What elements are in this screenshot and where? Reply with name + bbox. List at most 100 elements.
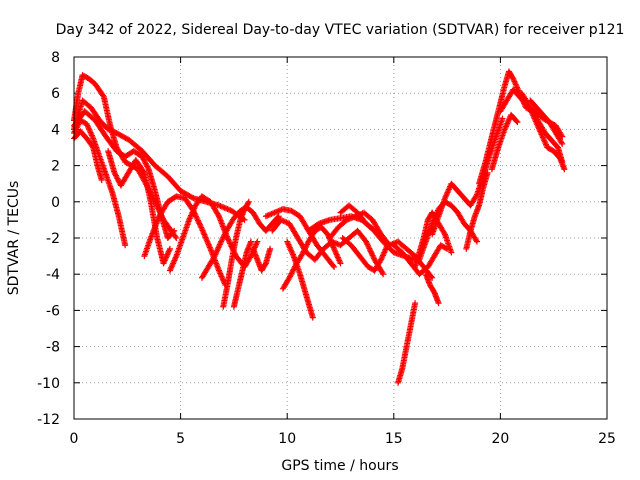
plus-marker	[363, 240, 370, 247]
plus-marker	[274, 214, 281, 221]
plus-marker	[473, 237, 480, 244]
plus-marker	[368, 251, 375, 258]
x-tick-labels: 0 5 10 15 20 25	[70, 431, 616, 447]
plus-marker	[330, 262, 337, 269]
plus-marker	[380, 271, 387, 278]
plus-marker	[441, 230, 448, 237]
y-tick-label: 4	[51, 122, 60, 138]
plus-marker	[254, 238, 261, 245]
y-tick-label: -8	[46, 340, 60, 356]
series-arc-21	[395, 300, 419, 386]
plus-marker	[226, 239, 233, 246]
series-arc-25	[422, 271, 442, 307]
plus-marker	[366, 245, 373, 252]
plus-marker	[267, 245, 274, 252]
x-tick-label: 10	[278, 431, 296, 447]
series-arc-19	[339, 235, 391, 274]
chart-title: Day 342 of 2022, Sidereal Day-to-day VTE…	[56, 22, 625, 38]
plus-marker	[215, 211, 222, 218]
plus-marker	[225, 236, 232, 243]
x-tick-label: 15	[385, 431, 403, 447]
x-axis-label: GPS time / hours	[281, 458, 398, 474]
series-arc-22	[390, 242, 451, 278]
series-arc-32	[463, 169, 491, 252]
plus-marker	[309, 314, 316, 321]
series-arc-11	[230, 238, 254, 310]
y-tick-label: -4	[46, 267, 60, 283]
plus-marker	[367, 248, 374, 255]
plus-marker	[331, 263, 338, 270]
plus-marker	[194, 216, 201, 223]
plus-marker	[227, 240, 234, 247]
data-points	[71, 68, 568, 386]
plus-marker	[484, 169, 491, 176]
plus-marker	[262, 261, 269, 268]
plus-marker	[193, 214, 200, 221]
y-tick-label: -6	[46, 303, 60, 319]
series-arc-12	[250, 245, 274, 274]
plus-marker	[224, 235, 231, 241]
y-tick-label: -10	[37, 376, 60, 392]
x-tick-label: 25	[598, 431, 616, 447]
series-arc-3	[71, 117, 129, 249]
plus-marker	[448, 249, 455, 256]
plus-marker	[473, 238, 480, 245]
plus-marker	[196, 221, 203, 228]
plus-marker	[561, 166, 568, 173]
plus-marker	[247, 238, 254, 245]
plus-marker	[365, 244, 372, 251]
plus-marker	[189, 194, 196, 201]
plus-marker	[371, 227, 378, 234]
y-tick-label: 2	[51, 159, 60, 175]
plus-marker	[558, 139, 565, 146]
series-arc-20	[337, 202, 378, 234]
plus-marker	[559, 140, 566, 147]
plus-marker	[194, 217, 201, 224]
plus-marker	[99, 92, 106, 99]
plus-marker	[172, 233, 179, 240]
y-tick-labels: -12 -10 -8 -6 -4 -2 0 2 4 6 8	[37, 50, 60, 428]
x-tick-label: 5	[176, 431, 185, 447]
plus-marker	[195, 218, 202, 225]
plus-marker	[245, 200, 252, 207]
plus-marker	[384, 242, 391, 249]
plus-marker	[89, 143, 96, 150]
plus-marker	[499, 115, 506, 122]
plus-marker	[509, 74, 516, 81]
plot-frame	[73, 56, 608, 420]
series-arc-4	[71, 128, 105, 184]
axis-ticks	[73, 56, 608, 420]
plus-marker	[170, 228, 177, 235]
plus-marker	[245, 198, 252, 205]
series-arc-6	[105, 148, 173, 267]
series-arc-16	[284, 238, 316, 321]
series-arc-31	[518, 90, 568, 173]
y-tick-label: 6	[51, 86, 60, 102]
y-tick-label: -2	[46, 231, 60, 247]
series-arc-10	[220, 198, 252, 310]
plus-marker	[196, 220, 203, 227]
series-arc-29	[488, 111, 521, 173]
y-tick-label: 0	[51, 195, 60, 211]
plus-marker	[98, 177, 105, 184]
plus-marker	[435, 300, 442, 307]
plus-marker	[197, 223, 204, 230]
plus-marker	[513, 118, 520, 125]
plus-marker	[166, 245, 173, 252]
y-tick-label: 8	[51, 50, 60, 66]
plus-marker	[473, 192, 480, 199]
plus-marker	[412, 300, 419, 307]
series-arc-30	[527, 97, 566, 147]
x-tick-label: 0	[70, 431, 79, 447]
plus-marker	[122, 242, 129, 249]
plus-marker	[364, 241, 371, 248]
plus-marker	[173, 235, 180, 241]
y-axis-label: SDTVAR / TECUs	[6, 181, 22, 296]
plus-marker	[370, 253, 377, 260]
plus-marker	[275, 213, 282, 220]
plus-marker	[379, 269, 386, 276]
plus-marker	[369, 252, 376, 259]
